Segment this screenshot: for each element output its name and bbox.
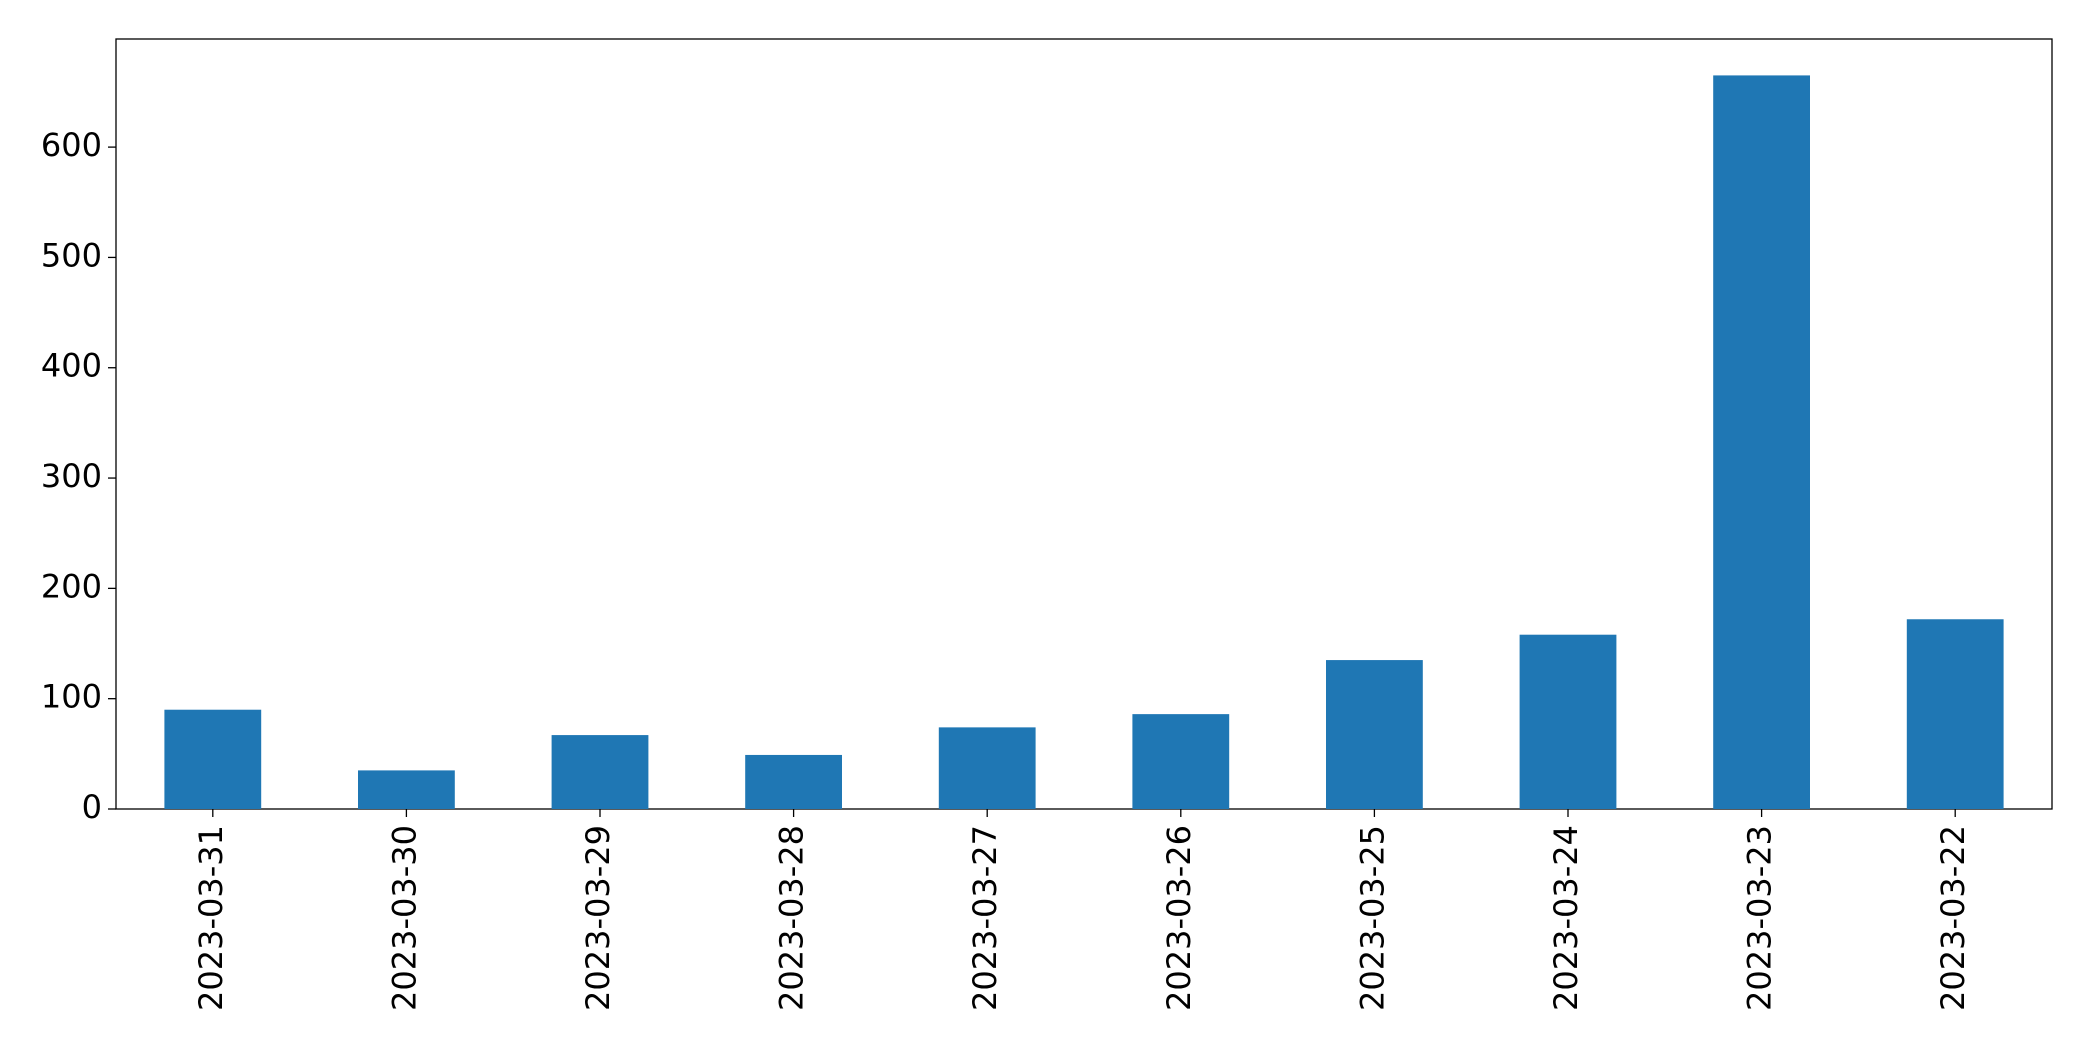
y-tick-label: 300 xyxy=(41,457,102,495)
x-tick-label: 2023-03-22 xyxy=(1934,825,1972,1011)
x-tick-label: 2023-03-30 xyxy=(385,825,423,1011)
x-tick-label: 2023-03-29 xyxy=(579,825,617,1011)
x-tick-label: 2023-03-31 xyxy=(192,825,230,1011)
y-tick-label: 500 xyxy=(41,236,102,274)
bar xyxy=(164,709,262,809)
bar xyxy=(1132,714,1230,809)
y-tick-label: 400 xyxy=(41,347,102,385)
bar xyxy=(1326,660,1423,809)
axes-frame xyxy=(115,38,2053,810)
x-tick-label: 2023-03-23 xyxy=(1741,825,1779,1011)
x-tick-label: 2023-03-27 xyxy=(966,825,1004,1011)
x-tick-label: 2023-03-26 xyxy=(1160,825,1198,1011)
x-tick-label: 2023-03-24 xyxy=(1547,825,1585,1011)
bar xyxy=(938,727,1036,809)
y-tick-label: 200 xyxy=(41,567,102,605)
bar xyxy=(745,754,842,809)
x-tick-label: 2023-03-28 xyxy=(773,825,811,1011)
y-tick-label: 600 xyxy=(41,126,102,164)
y-tick-label: 0 xyxy=(82,788,102,826)
bar xyxy=(1519,634,1617,809)
bar xyxy=(1713,75,1810,810)
bar xyxy=(551,735,649,809)
bar xyxy=(358,770,455,809)
bar xyxy=(1906,619,2004,809)
x-tick-label: 2023-03-25 xyxy=(1353,825,1391,1011)
y-tick-label: 100 xyxy=(41,678,102,716)
